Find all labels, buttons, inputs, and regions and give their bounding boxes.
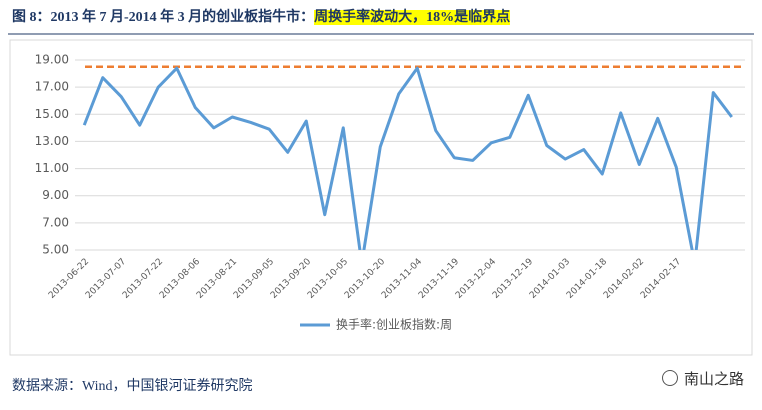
y-tick-label: 13.00 (35, 134, 69, 148)
y-tick-label: 15.00 (35, 107, 69, 121)
series-line (82, 66, 733, 250)
watermark-icon (661, 370, 678, 386)
legend-label: 换手率:创业板指数:周 (336, 317, 452, 332)
y-tick-label: 19.00 (35, 53, 69, 67)
title-highlight: 周换手率波动大，18%是临界点 (314, 10, 511, 25)
y-tick-label: 17.00 (35, 80, 69, 94)
y-tick-label: 7.00 (42, 215, 69, 229)
title-text: 图 8：2013 年 7 月-2014 年 3 月的创业板指牛市： (12, 10, 315, 25)
watermark-text: 南山之路 (683, 370, 744, 388)
title: 图 8：2013 年 7 月-2014 年 3 月的创业板指牛市：周换手率波动大… (12, 6, 511, 26)
x-tick-label: 2014-02-17 (639, 257, 683, 301)
y-tick-label: 5.00 (42, 243, 69, 257)
y-tick-label: 11.00 (35, 161, 69, 175)
y-tick-label: 9.00 (42, 188, 69, 202)
watermark: 南山之路 (661, 368, 744, 389)
source: 数据来源：Wind，中国银河证券研究院 (12, 379, 253, 394)
chart-frame (9, 39, 753, 356)
chart: 5.00 7.00 9.00 11.00 13.00 15.00 17.00 19.00 201… (8, 33, 754, 356)
